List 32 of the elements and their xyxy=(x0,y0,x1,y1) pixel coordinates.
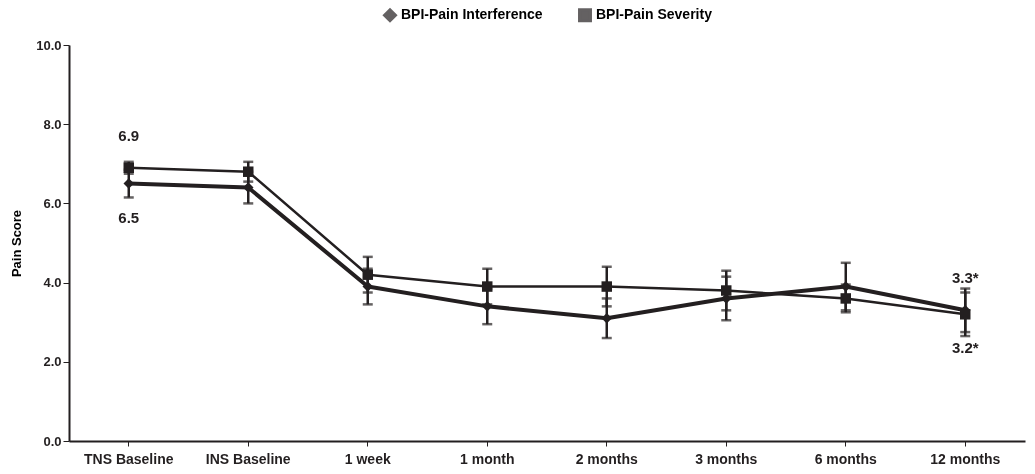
y-tick-label: 10.0 xyxy=(36,37,62,53)
data-label: 3.3* xyxy=(951,269,979,287)
x-tick-label: TNS Baseline xyxy=(84,450,174,467)
point xyxy=(960,309,971,320)
legend-label: BPI-Pain Severity xyxy=(596,6,713,23)
data-label: 6.9 xyxy=(118,126,140,144)
x-tick-label: 1 month xyxy=(460,450,515,467)
point xyxy=(601,281,612,292)
point xyxy=(721,285,732,296)
point xyxy=(243,166,254,177)
x-tick-label: INS Baseline xyxy=(205,450,291,467)
x-tick-label: 2 months xyxy=(575,450,639,467)
point xyxy=(840,293,851,304)
y-axis-title: Pain Score xyxy=(9,209,25,278)
point xyxy=(243,182,254,193)
point xyxy=(123,178,134,189)
x-tick-label: 3 months xyxy=(695,450,758,467)
y-tick-label: 4.0 xyxy=(43,275,62,291)
x-tick-label: 1 week xyxy=(344,450,391,467)
data-label: 3.2* xyxy=(951,339,979,357)
x-tick-label: 6 months xyxy=(814,450,878,467)
y-tick-label: 0.0 xyxy=(43,433,62,449)
point xyxy=(362,281,373,292)
point xyxy=(362,269,373,280)
y-tick-label: 2.0 xyxy=(43,354,62,370)
point xyxy=(601,313,612,324)
y-tick-label: 6.0 xyxy=(43,195,62,211)
data-label: 6.5 xyxy=(118,208,140,226)
legend-label: BPI-Pain Interference xyxy=(401,6,543,23)
x-tick-label: 12 months xyxy=(930,450,1001,467)
point xyxy=(482,281,493,292)
y-tick-label: 8.0 xyxy=(43,116,62,132)
